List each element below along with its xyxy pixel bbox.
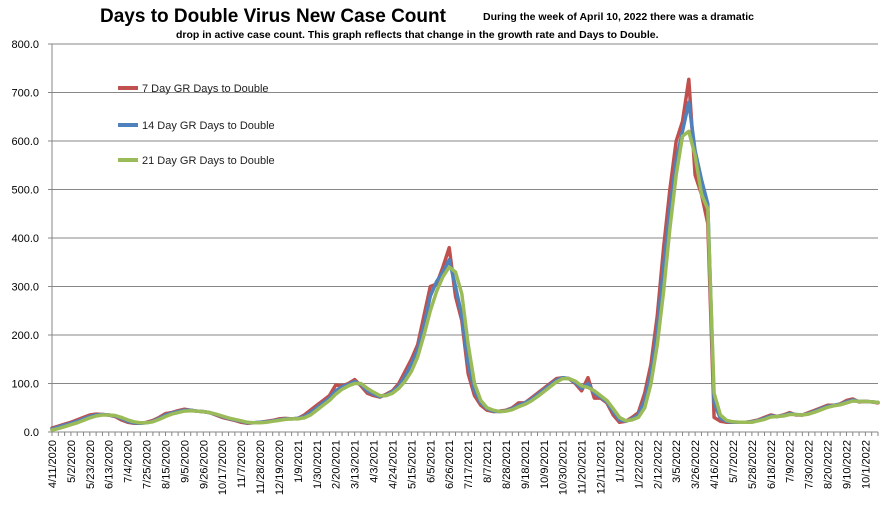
x-tick-label: 9/10/2022 (841, 440, 853, 489)
x-tick-label: 12/19/2020 (274, 440, 286, 495)
x-tick-label: 4/24/2021 (387, 440, 399, 489)
x-tick-label: 6/13/2020 (104, 440, 116, 489)
x-tick-label: 5/2/2020 (66, 440, 78, 483)
gridlines (52, 43, 878, 384)
chart-subtitle-line2: drop in active case count. This graph re… (176, 29, 659, 41)
x-tick-label: 5/7/2022 (728, 440, 740, 483)
y-tick-label: 600.0 (11, 136, 39, 148)
x-tick-label: 5/23/2020 (85, 440, 97, 489)
x-tick-label: 7/25/2020 (142, 440, 154, 489)
x-tick-label: 11/20/2021 (577, 440, 589, 494)
x-tick-label: 5/28/2022 (747, 440, 759, 489)
y-tick-label: 700.0 (11, 88, 39, 100)
x-tick-label: 4/16/2022 (709, 440, 721, 489)
x-tick-label: 5/15/2021 (406, 440, 418, 489)
x-tick-label: 8/7/2021 (482, 440, 494, 483)
series-line-2 (50, 100, 880, 431)
y-tick-label: 100.0 (11, 379, 39, 391)
x-tick-label: 9/5/2020 (179, 440, 191, 483)
legend-label: 21 Day GR Days to Double (142, 155, 275, 167)
x-tick-label: 2/20/2021 (331, 440, 343, 489)
y-tick-label: 0.0 (24, 427, 39, 439)
legend-label: 14 Day GR Days to Double (142, 120, 275, 132)
y-tick-label: 300.0 (11, 282, 39, 294)
x-tick-label: 6/18/2022 (766, 440, 778, 489)
x-tick-label: 3/5/2022 (671, 440, 683, 483)
x-axis: 4/11/2020 5/2/2020 5/23/2020 6/13/2020 7/4/2… (47, 431, 879, 495)
x-tick-label: 11/7/2020 (236, 440, 248, 488)
x-tick-label: 1/22/2022 (633, 440, 645, 489)
x-tick-label: 8/15/2020 (160, 440, 172, 489)
x-tick-label: 1/30/2021 (312, 440, 324, 489)
x-tick-label: 12/11/2021 (596, 440, 608, 494)
x-tick-label: 7/30/2022 (804, 440, 816, 489)
chart-title: Days to Double Virus New Case Count (100, 6, 447, 27)
y-axis: 0.0 100.0 200.0 300.0 400.0 500.0 600.0 700.0 80… (11, 39, 53, 439)
x-tick-label: 6/26/2021 (444, 440, 456, 489)
chart-subtitle-line1: During the week of April 10, 2022 there … (483, 11, 754, 23)
x-tick-label: 10/30/2021 (558, 440, 570, 495)
x-tick-label: 7/9/2022 (785, 440, 797, 483)
x-tick-label: 8/28/2021 (501, 440, 513, 489)
x-tick-label: 9/26/2020 (198, 440, 210, 489)
x-tick-label: 7/17/2021 (463, 440, 475, 489)
y-tick-label: 800.0 (11, 39, 39, 51)
x-tick-label: 10/1/2022 (860, 440, 872, 489)
x-tick-label: 6/5/2021 (425, 440, 437, 483)
x-tick-label: 4/3/2021 (369, 440, 381, 483)
x-tick-label: 2/12/2022 (652, 440, 664, 489)
y-tick-label: 200.0 (11, 330, 39, 342)
x-tick-label: 4/11/2020 (47, 440, 59, 488)
x-tick-label: 10/9/2021 (539, 440, 551, 489)
x-tick-label: 1/9/2021 (293, 440, 305, 483)
series-lines (50, 77, 880, 432)
x-tick-label: 8/20/2022 (823, 440, 835, 489)
x-tick-label: 9/18/2021 (520, 440, 532, 489)
x-tick-label: 7/4/2020 (123, 440, 135, 483)
x-tick-label: 1/1/2022 (614, 440, 626, 483)
series-line-3 (50, 129, 880, 432)
x-tick-label: 3/13/2021 (350, 440, 362, 489)
y-tick-label: 500.0 (11, 185, 39, 197)
legend: 7 Day GR Days to Double 14 Day GR Days to… (118, 83, 275, 167)
x-tick-label: 11/28/2020 (255, 440, 267, 494)
y-tick-label: 400.0 (11, 233, 39, 245)
x-tick-label: 3/26/2022 (690, 440, 702, 489)
x-tick-label: 10/17/2020 (217, 440, 229, 495)
legend-label: 7 Day GR Days to Double (142, 83, 269, 95)
